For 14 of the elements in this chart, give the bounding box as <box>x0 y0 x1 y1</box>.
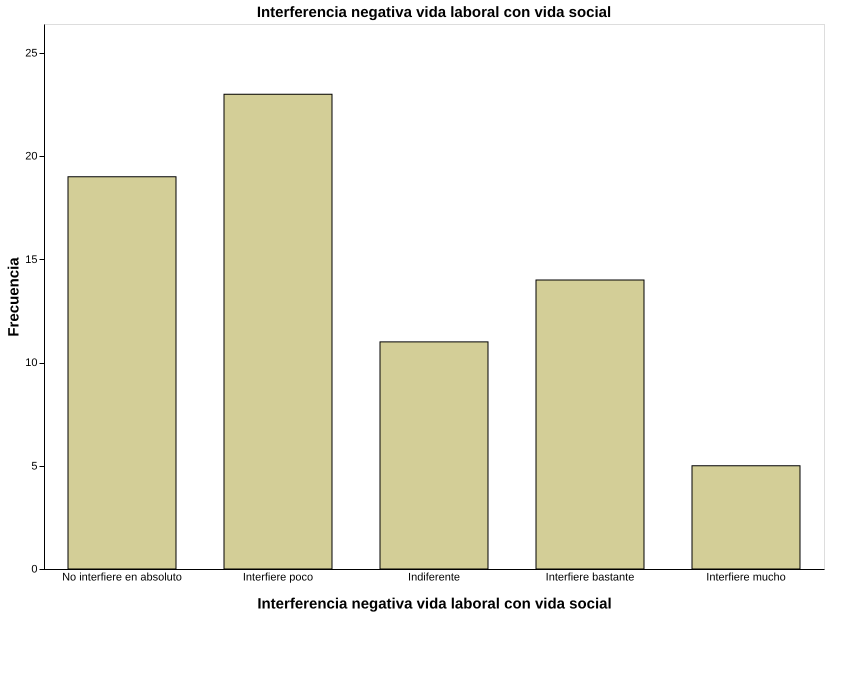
x-tick-label: Interfiere bastante <box>546 572 634 584</box>
x-axis-title: Interferencia negativa vida laboral con vida social <box>257 596 612 612</box>
y-tick-label: 15 <box>25 254 38 266</box>
x-tick-label: Indiferente <box>408 572 460 584</box>
x-tick-label: Interfiere poco <box>242 572 314 584</box>
x-tick-label: No interfiere en absoluto <box>62 572 182 584</box>
y-tick-label: 20 <box>25 150 38 163</box>
chart-title: Interferencia negativa vida laboral con vida social <box>256 4 612 21</box>
x-tick-label: Interfiere mucho <box>706 572 786 584</box>
y-tick-label: 5 <box>31 460 38 472</box>
y-tick-label: 10 <box>25 357 38 370</box>
y-axis-title: Frecuencia <box>5 256 22 337</box>
y-tick-label: 25 <box>25 47 38 60</box>
y-tick-label: 0 <box>31 564 38 576</box>
